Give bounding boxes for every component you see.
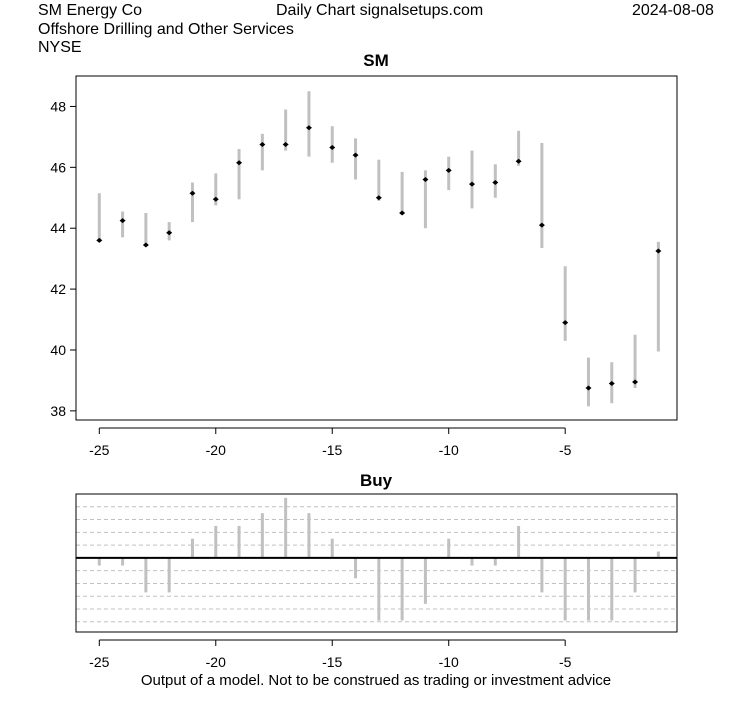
price-close-marker [445, 167, 452, 173]
price-close-marker [585, 385, 592, 391]
price-close-marker [492, 180, 499, 186]
price-close-marker [422, 177, 429, 183]
price-close-marker [329, 145, 336, 151]
signal-x-tick-label: -5 [559, 654, 572, 670]
price-close-marker [142, 242, 149, 248]
price-x-axis: -25 -20 -15 -10 -5 [89, 427, 572, 458]
price-close-marker [282, 141, 289, 147]
price-close-marker [538, 222, 545, 228]
price-x-tick-label: -5 [559, 442, 572, 458]
signal-x-tick-label: -25 [89, 654, 109, 670]
price-y-tick-label: 42 [50, 281, 66, 297]
price-close-marker [375, 195, 382, 201]
price-close-marker [399, 210, 406, 216]
price-x-tick-label: -25 [89, 442, 109, 458]
signal-chart-title: Buy [360, 471, 393, 490]
price-y-tick-label: 48 [50, 98, 66, 114]
price-y-tick-label: 44 [50, 220, 66, 236]
signal-plot-frame [75, 493, 678, 633]
price-close-marker [352, 152, 359, 158]
signal-grid [76, 506, 677, 623]
price-close-marker [212, 196, 219, 202]
industry-label: Offshore Drilling and Other Services [38, 21, 294, 38]
price-close-marker [305, 125, 312, 131]
price-close-marker [166, 230, 173, 236]
price-y-tick-label: 40 [50, 342, 66, 358]
price-close-marker [515, 158, 522, 164]
price-close-marker [608, 380, 615, 386]
signal-x-tick-label: -15 [322, 654, 342, 670]
price-plot-frame [75, 75, 678, 421]
exchange-label: NYSE [38, 39, 82, 56]
price-x-tick-label: -10 [439, 442, 459, 458]
price-close-marker [236, 160, 243, 166]
chart-date: 2024-08-08 [632, 2, 714, 19]
signal-x-tick-label: -10 [439, 654, 459, 670]
price-close-marker [562, 320, 569, 326]
signal-x-tick-label: -20 [206, 654, 226, 670]
signal-panel: Buy -25 -20 -15 -10 -5 [75, 471, 678, 670]
signal-bars [97, 497, 660, 621]
price-close-marker [259, 141, 266, 147]
price-range-bars [96, 91, 662, 407]
price-close-marker [189, 190, 196, 196]
price-close-marker [655, 248, 662, 254]
chart-source-label: Daily Chart signalsetups.com [276, 2, 484, 19]
price-y-tick-label: 38 [50, 403, 66, 419]
price-panel: SM 38 40 42 44 46 48 -25 -20 -15 -10 -5 [50, 51, 678, 458]
price-close-marker [119, 218, 126, 224]
disclaimer-text: Output of a model. Not to be construed a… [141, 672, 611, 689]
price-close-marker [469, 181, 476, 187]
company-name: SM Energy Co [38, 2, 143, 19]
price-x-tick-label: -20 [206, 442, 226, 458]
price-x-tick-label: -15 [322, 442, 342, 458]
price-close-marker [96, 237, 103, 243]
price-close-marker [632, 379, 639, 385]
price-chart-title: SM [363, 51, 389, 70]
signal-x-axis: -25 -20 -15 -10 -5 [89, 639, 572, 670]
price-y-tick-label: 46 [50, 159, 66, 175]
price-y-axis: 38 40 42 44 46 48 [50, 98, 76, 419]
